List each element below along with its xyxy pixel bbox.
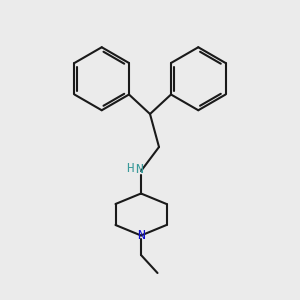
Text: N: N — [136, 163, 143, 176]
Text: H: H — [126, 162, 134, 175]
Text: N: N — [137, 229, 145, 242]
